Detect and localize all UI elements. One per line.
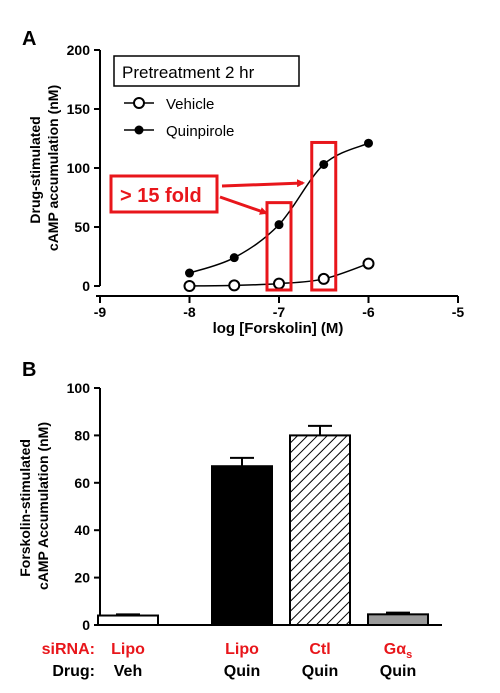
b-y-tick-label: 20 xyxy=(74,570,90,586)
b-bar xyxy=(211,465,273,626)
b-sirna-label: Gαs xyxy=(384,641,412,661)
a-point-vehicle xyxy=(183,280,196,292)
a-legend-title: Pretreatment 2 hr xyxy=(122,63,255,82)
a-x-title: log [Forskolin] (M) xyxy=(213,320,344,337)
a-y-tick-label: 150 xyxy=(67,101,91,117)
a-legend-label-vehicle: Vehicle xyxy=(166,96,214,113)
a-y-tick-label: 100 xyxy=(67,160,91,176)
a-y-tick-label: 0 xyxy=(82,278,90,294)
a-point-quinpirole xyxy=(319,159,329,169)
b-y-tick-label: 80 xyxy=(74,427,90,443)
sirna-row-label: siRNA: xyxy=(42,641,95,658)
a-legend-marker-vehicle xyxy=(133,97,145,109)
b-y-title: Forskolin-stimulated cAMP Accumulation (… xyxy=(17,422,51,590)
a-point-quinpirole xyxy=(185,268,194,278)
b-sirna-label: Ctl xyxy=(309,641,330,658)
a-point-vehicle xyxy=(317,272,330,285)
a-point-vehicle xyxy=(362,257,375,270)
b-sirna-label: Lipo xyxy=(225,641,259,658)
a-y-title-line1: Drug-stimulated xyxy=(27,116,43,223)
a-legend-marker-quinpirole xyxy=(134,125,144,135)
a-y-tick-label: 200 xyxy=(67,42,91,58)
fold-annotation: > 15 fold xyxy=(109,140,338,292)
a-y-title-line2: cAMP accumulation (nM) xyxy=(45,85,61,251)
panel-a-label: A xyxy=(22,28,36,50)
b-y-tick-label: 0 xyxy=(82,617,90,633)
b-y-tick-label: 60 xyxy=(74,475,90,491)
b-drug-label: Quin xyxy=(224,663,260,680)
a-x-tick-label: -9 xyxy=(94,304,107,320)
a-x-tick-label: -8 xyxy=(183,304,196,320)
fold-arrow-upper xyxy=(221,179,305,188)
b-y-title-line1: Forskolin-stimulated xyxy=(17,439,33,577)
a-point-quinpirole xyxy=(274,220,284,230)
a-y-title: Drug-stimulated cAMP accumulation (nM) xyxy=(27,85,61,251)
fold-highlight-box xyxy=(310,140,338,292)
b-sirna-label: Lipo xyxy=(111,641,145,658)
b-drug-label: Quin xyxy=(380,663,416,680)
b-y-title-line2: cAMP Accumulation (nM) xyxy=(35,422,51,590)
a-x-tick-label: -7 xyxy=(273,304,286,320)
a-legend-title-box xyxy=(113,55,300,87)
b-drug-label: Veh xyxy=(114,663,142,680)
fold-highlight-box xyxy=(265,201,293,292)
b-y-tick-label: 100 xyxy=(67,380,91,396)
fold-label-box xyxy=(109,174,219,214)
b-bar xyxy=(289,434,351,626)
b-y-tick-label: 40 xyxy=(74,522,90,538)
drug-row-label: Drug: xyxy=(52,663,95,680)
fold-arrow-lower xyxy=(219,195,268,215)
panel-b-label: B xyxy=(22,359,36,381)
b-bar xyxy=(97,614,159,627)
a-point-quinpirole xyxy=(364,138,373,148)
chart-a: Drug-stimulated cAMP accumulation (nM) l… xyxy=(27,42,464,337)
chart-b: Forskolin-stimulated cAMP Accumulation (… xyxy=(17,380,442,680)
b-drug-label: Quin xyxy=(302,663,338,680)
b-bar xyxy=(367,613,429,627)
fold-label: > 15 fold xyxy=(120,185,202,207)
a-legend-label-quinpirole: Quinpirole xyxy=(166,123,234,140)
a-y-tick-label: 50 xyxy=(74,219,90,235)
a-x-tick-label: -6 xyxy=(362,304,375,320)
a-point-vehicle xyxy=(273,277,285,290)
a-point-quinpirole xyxy=(229,253,239,263)
a-x-tick-label: -5 xyxy=(452,304,465,320)
a-point-vehicle xyxy=(228,279,241,292)
